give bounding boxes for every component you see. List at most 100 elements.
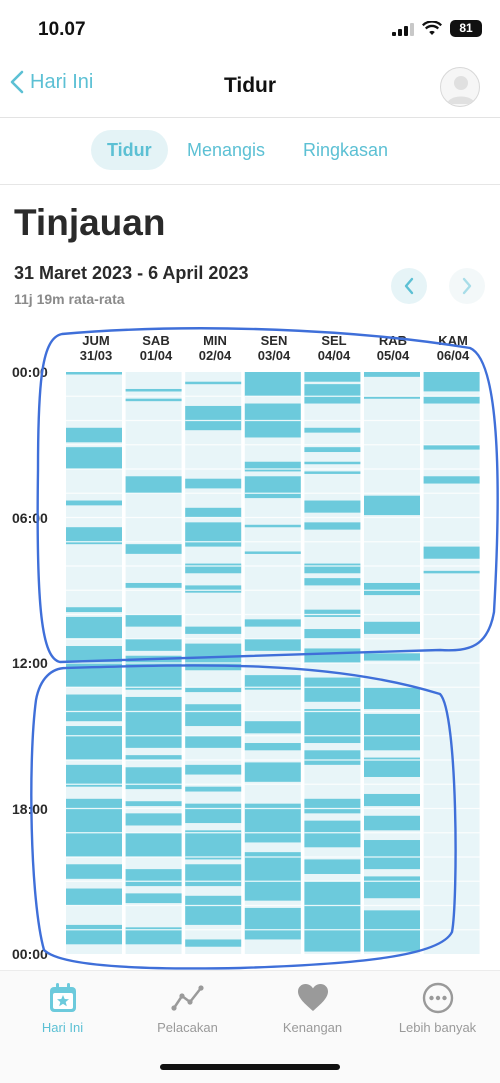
sleep-session-day5-2[interactable] <box>304 384 361 404</box>
bottom-tab-kenangan[interactable]: Kenangan <box>250 981 375 1035</box>
sleep-session-day2-9[interactable] <box>125 696 182 748</box>
sleep-session-day5-12[interactable] <box>304 629 361 639</box>
sleep-session-day6-9[interactable] <box>364 757 420 777</box>
sleep-session-day1-9[interactable] <box>66 694 122 722</box>
sleep-session-day3-5[interactable] <box>185 522 242 547</box>
sleep-session-day2-6[interactable] <box>125 614 182 627</box>
sleep-session-day1-15[interactable] <box>66 924 122 945</box>
sleep-session-day1-5[interactable] <box>66 527 122 545</box>
sleep-session-day7-1[interactable] <box>423 372 480 392</box>
sleep-session-day6-11[interactable] <box>364 815 420 831</box>
sleep-session-day4-7[interactable] <box>244 619 301 627</box>
sleep-session-day3-12[interactable] <box>185 735 242 748</box>
sleep-session-day3-14[interactable] <box>185 786 242 792</box>
sleep-session-day1-2[interactable] <box>66 427 122 443</box>
sleep-session-day6-2[interactable] <box>364 396 420 399</box>
sleep-session-day1-11[interactable] <box>66 764 122 787</box>
sleep-session-day4-10[interactable] <box>244 721 301 734</box>
previous-week-button[interactable] <box>391 268 427 304</box>
sleep-session-day7-5[interactable] <box>423 546 480 559</box>
sleep-session-day6-1[interactable] <box>364 372 420 377</box>
sleep-session-day1-14[interactable] <box>66 888 122 906</box>
sleep-session-day3-6[interactable] <box>185 563 242 574</box>
bottom-tab-pelacakan[interactable]: Pelacakan <box>125 981 250 1035</box>
sleep-session-day5-7[interactable] <box>304 500 361 513</box>
sleep-session-day2-11[interactable] <box>125 767 182 790</box>
sleep-session-day2-8[interactable] <box>125 655 182 690</box>
sleep-session-day2-10[interactable] <box>125 755 182 760</box>
sleep-session-day3-16[interactable] <box>185 830 242 860</box>
sleep-session-day2-16[interactable] <box>125 893 182 904</box>
sleep-session-day3-17[interactable] <box>185 864 242 887</box>
sleep-session-day3-4[interactable] <box>185 507 242 518</box>
sleep-session-day2-17[interactable] <box>125 927 182 945</box>
sleep-session-day2-7[interactable] <box>125 638 182 651</box>
sleep-session-day2-2[interactable] <box>125 398 182 402</box>
sleep-session-day6-8[interactable] <box>364 713 420 751</box>
back-button[interactable]: Hari Ini <box>10 70 93 94</box>
sleep-session-day2-15[interactable] <box>125 869 182 887</box>
sleep-session-day4-4[interactable] <box>244 476 301 499</box>
sleep-session-day6-3[interactable] <box>364 495 420 516</box>
sleep-session-day3-10[interactable] <box>185 687 242 693</box>
sleep-session-day5-17[interactable] <box>304 798 361 814</box>
sleep-session-day3-3[interactable] <box>185 478 242 489</box>
tab-ringkasan[interactable]: Ringkasan <box>303 140 389 160</box>
sleep-session-day5-10[interactable] <box>304 578 361 586</box>
tab-menangis[interactable]: Menangis <box>187 140 266 160</box>
sleep-session-day4-3[interactable] <box>244 461 301 472</box>
sleep-session-day2-3[interactable] <box>125 476 182 494</box>
sleep-session-day3-19[interactable] <box>185 939 242 947</box>
sleep-session-day2-1[interactable] <box>125 388 182 392</box>
sleep-session-day5-5[interactable] <box>304 461 361 465</box>
sleep-session-day7-6[interactable] <box>423 570 480 574</box>
sleep-session-day6-5[interactable] <box>364 621 420 634</box>
sleep-session-day3-15[interactable] <box>185 803 242 824</box>
sleep-session-day1-10[interactable] <box>66 726 122 760</box>
sleep-session-day4-1[interactable] <box>244 372 301 397</box>
sleep-session-day5-14[interactable] <box>304 677 361 702</box>
sleep-session-day5-16[interactable] <box>304 750 361 765</box>
sleep-session-day5-18[interactable] <box>304 820 361 848</box>
sleep-session-day5-3[interactable] <box>304 427 361 433</box>
next-week-button[interactable] <box>449 268 485 304</box>
sleep-session-day1-12[interactable] <box>66 798 122 857</box>
sleep-session-day2-14[interactable] <box>125 832 182 857</box>
sleep-session-day4-14[interactable] <box>244 852 301 901</box>
sleep-session-day3-11[interactable] <box>185 704 242 727</box>
sleep-session-day3-7[interactable] <box>185 585 242 593</box>
sleep-session-day4-8[interactable] <box>244 638 301 651</box>
sleep-session-day3-2[interactable] <box>185 405 242 431</box>
sleep-session-day6-4[interactable] <box>364 582 420 596</box>
bottom-tab-hari-ini[interactable]: Hari Ini <box>0 981 125 1035</box>
sleep-session-day1-13[interactable] <box>66 864 122 879</box>
sleep-session-day5-1[interactable] <box>304 372 361 382</box>
sleep-session-day4-15[interactable] <box>244 907 301 940</box>
sleep-session-day6-10[interactable] <box>364 793 420 807</box>
sleep-session-day4-9[interactable] <box>244 675 301 690</box>
sleep-session-day7-2[interactable] <box>423 396 480 404</box>
sleep-session-day6-13[interactable] <box>364 876 420 899</box>
sleep-session-day2-4[interactable] <box>125 544 182 554</box>
sleep-session-day4-13[interactable] <box>244 803 301 843</box>
sleep-session-day5-19[interactable] <box>304 859 361 874</box>
sleep-session-day4-11[interactable] <box>244 743 301 751</box>
sleep-session-day4-5[interactable] <box>244 524 301 528</box>
sleep-session-day1-6[interactable] <box>66 607 122 613</box>
sleep-session-day6-7[interactable] <box>364 687 420 710</box>
tab-tidur[interactable]: Tidur <box>91 130 168 170</box>
sleep-session-day5-9[interactable] <box>304 563 361 574</box>
sleep-session-day3-18[interactable] <box>185 895 242 925</box>
sleep-session-day5-6[interactable] <box>304 471 361 474</box>
sleep-session-day4-12[interactable] <box>244 762 301 782</box>
sleep-session-day5-13[interactable] <box>304 648 361 663</box>
sleep-session-day3-1[interactable] <box>185 381 242 385</box>
sleep-session-day7-3[interactable] <box>423 444 480 450</box>
sleep-session-day2-5[interactable] <box>125 582 182 588</box>
sleep-session-day3-13[interactable] <box>185 764 242 775</box>
sleep-session-day5-20[interactable] <box>304 881 361 952</box>
sleep-session-day1-7[interactable] <box>66 616 122 639</box>
sleep-session-day6-12[interactable] <box>364 840 420 870</box>
sleep-session-day1-4[interactable] <box>66 500 122 506</box>
sleep-session-day5-4[interactable] <box>304 447 361 453</box>
